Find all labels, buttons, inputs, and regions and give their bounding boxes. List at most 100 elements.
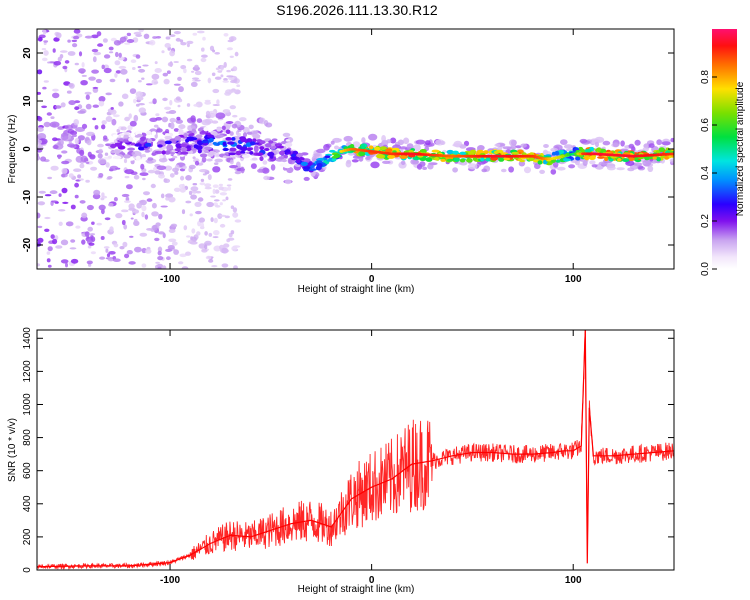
ridge-blob bbox=[201, 140, 209, 144]
ridge-blob bbox=[483, 150, 489, 155]
ridge-blob bbox=[281, 141, 287, 145]
noise-blob bbox=[133, 174, 140, 180]
noise-blob bbox=[206, 158, 213, 162]
noise-blob bbox=[127, 125, 133, 131]
colorbar-tick-label: 0.2 bbox=[700, 214, 711, 228]
halo-blob bbox=[648, 143, 655, 149]
noise-blob bbox=[88, 76, 96, 81]
halo-blob bbox=[261, 167, 270, 174]
noise-blob bbox=[119, 36, 127, 43]
halo-blob bbox=[156, 128, 163, 133]
halo-blob bbox=[124, 169, 135, 175]
ridge-blob bbox=[204, 146, 212, 150]
noise-blob bbox=[206, 201, 214, 208]
noise-blob bbox=[115, 51, 119, 58]
noise-blob bbox=[212, 188, 216, 195]
ridge-blob bbox=[157, 144, 163, 148]
noise-blob bbox=[118, 52, 122, 58]
noise-blob bbox=[84, 91, 92, 95]
halo-blob bbox=[89, 154, 96, 160]
noise-blob bbox=[74, 106, 80, 111]
halo-blob bbox=[282, 132, 291, 137]
noise-blob bbox=[168, 196, 176, 203]
noise-blob bbox=[212, 49, 216, 53]
noise-blob bbox=[43, 80, 49, 83]
halo-blob bbox=[37, 149, 43, 153]
ridge-blob bbox=[300, 161, 308, 166]
halo-blob bbox=[534, 163, 541, 170]
noise-blob bbox=[92, 104, 100, 108]
ridge-blob bbox=[251, 157, 258, 161]
noise-blob bbox=[223, 61, 227, 68]
halo-blob bbox=[60, 173, 68, 178]
halo-blob bbox=[520, 143, 527, 148]
ridge-blob bbox=[164, 150, 171, 155]
halo-blob bbox=[239, 117, 247, 122]
noise-blob bbox=[130, 59, 137, 63]
noise-blob bbox=[195, 210, 202, 215]
noise-blob bbox=[212, 104, 220, 106]
noise-blob bbox=[157, 246, 163, 253]
noise-blob bbox=[125, 184, 133, 190]
noise-blob bbox=[100, 236, 105, 240]
ridge-blob bbox=[511, 151, 520, 155]
ridge-blob bbox=[107, 155, 112, 159]
halo-blob bbox=[397, 139, 405, 146]
noise-blob bbox=[175, 96, 181, 101]
colorbar-tick-label: 0.0 bbox=[700, 262, 711, 276]
noise-blob bbox=[122, 241, 128, 248]
noise-blob bbox=[198, 243, 206, 249]
noise-blob bbox=[190, 186, 199, 192]
noise-blob bbox=[226, 238, 231, 243]
halo-blob bbox=[74, 137, 80, 145]
ridge-blob bbox=[252, 133, 261, 139]
ridge-blob bbox=[240, 150, 246, 154]
x-tick-label: 100 bbox=[565, 575, 582, 586]
ridge-blob bbox=[127, 157, 135, 161]
noise-blob bbox=[108, 46, 114, 51]
ridge-blob bbox=[277, 145, 284, 149]
noise-blob bbox=[179, 253, 187, 258]
halo-blob bbox=[368, 133, 378, 141]
ridge-blob bbox=[292, 150, 299, 155]
noise-blob bbox=[230, 80, 238, 84]
ridge-blob bbox=[135, 155, 141, 161]
halo-blob bbox=[133, 114, 139, 122]
noise-blob bbox=[121, 209, 127, 212]
noise-blob bbox=[55, 245, 63, 249]
x-tick-label: 0 bbox=[369, 575, 375, 586]
noise-blob bbox=[52, 48, 56, 53]
halo-blob bbox=[494, 143, 501, 147]
noise-blob bbox=[219, 202, 223, 206]
noise-blob bbox=[227, 178, 233, 181]
noise-blob bbox=[214, 76, 222, 80]
noise-blob bbox=[97, 43, 104, 47]
noise-blob bbox=[220, 74, 224, 78]
noise-blob bbox=[218, 186, 224, 191]
noise-blob bbox=[185, 175, 192, 181]
noise-blob bbox=[77, 110, 86, 114]
noise-blob bbox=[66, 90, 72, 94]
noise-blob bbox=[168, 228, 176, 233]
halo-blob bbox=[642, 146, 649, 152]
noise-blob bbox=[47, 264, 52, 268]
halo-blob bbox=[452, 167, 458, 173]
noise-blob bbox=[58, 193, 62, 198]
halo-blob bbox=[72, 133, 77, 138]
noise-blob bbox=[124, 175, 130, 179]
noise-blob bbox=[232, 207, 238, 213]
noise-blob bbox=[60, 239, 69, 246]
ridge-blob bbox=[468, 151, 475, 156]
noise-blob bbox=[42, 29, 47, 35]
noise-blob bbox=[113, 40, 122, 46]
noise-blob bbox=[47, 176, 52, 180]
noise-blob bbox=[214, 52, 220, 55]
noise-blob bbox=[123, 224, 128, 230]
noise-blob bbox=[221, 247, 229, 254]
halo-blob bbox=[73, 168, 82, 172]
ridge-blob bbox=[208, 138, 214, 143]
noise-blob bbox=[158, 213, 163, 220]
halo-blob bbox=[225, 121, 234, 124]
noise-blob bbox=[180, 175, 185, 181]
noise-blob bbox=[211, 72, 216, 77]
